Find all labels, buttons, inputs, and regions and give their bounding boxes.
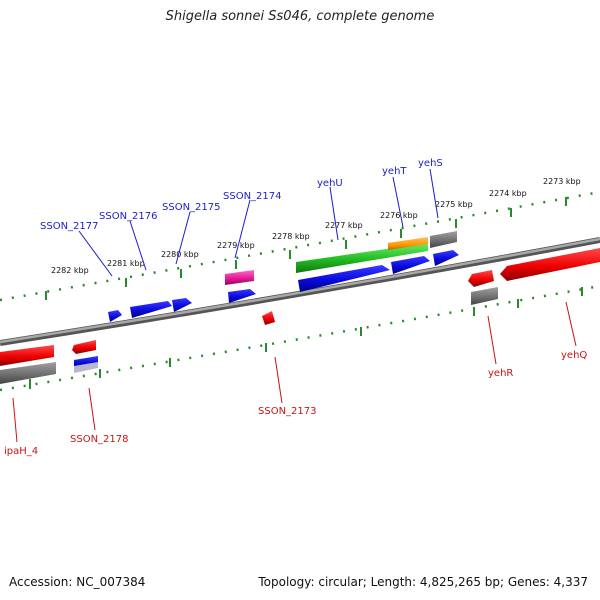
gene-arrow[interactable] [391,256,430,274]
ruler-label: 2279 kbp [217,241,255,250]
gene-arrow[interactable] [72,340,96,354]
gene-arrow[interactable] [262,311,275,325]
gene-block[interactable] [225,270,254,285]
map-title: Shigella sonnei Ss046, complete genome [165,9,435,24]
reverse-ruler [0,284,600,392]
gene-label-sson-2177[interactable]: SSON_2177 [40,221,99,232]
gene-arrow[interactable] [172,298,192,312]
gene-label-sson-2176[interactable]: SSON_2176 [99,211,158,222]
accession-text: Accession: NC_007384 [9,575,146,589]
gene-label-sson-2174[interactable]: SSON_2174 [223,191,282,202]
gene-block[interactable] [0,362,56,384]
gene-arrow[interactable] [468,270,494,287]
gene-label-ipah-4[interactable]: ipaH_4 [4,446,38,457]
gene-arrow[interactable] [298,265,390,292]
gene-block[interactable] [430,231,457,248]
ruler-label: 2282 kbp [51,266,89,275]
gene-arrow[interactable] [228,289,256,303]
gene-block[interactable] [388,237,428,250]
gene-label-yehs[interactable]: yehS [418,158,443,169]
topology-text: Topology: circular; Length: 4,825,265 bp… [258,575,588,589]
gene-arrow[interactable] [130,301,172,318]
reverse-genes [0,248,600,384]
gene-label-sson-2173[interactable]: SSON_2173 [258,406,317,417]
gene-arrow[interactable] [500,248,600,281]
reverse-ruler-ticks [29,287,583,389]
gene-label-yehq[interactable]: yehQ [561,350,587,361]
reverse-leaders [12,301,577,443]
gene-label-yehu[interactable]: yehU [317,178,343,189]
ruler-label: 2276 kbp [380,211,418,220]
forward-leaders [78,168,439,277]
gene-block[interactable] [471,287,498,305]
ruler-label: 2281 kbp [107,259,145,268]
gene-arrow[interactable] [0,345,54,366]
forward-ruler [0,190,600,302]
gene-block[interactable] [74,362,98,373]
ruler-label: 2274 kbp [489,189,527,198]
ruler-label: 2275 kbp [435,200,473,209]
gene-label-sson-2178[interactable]: SSON_2178 [70,434,129,445]
gene-arrow[interactable] [108,310,122,322]
gene-block[interactable] [296,243,428,273]
gene-label-yeht[interactable]: yehT [382,166,407,177]
ruler-label: 2277 kbp [325,221,363,230]
ruler-label: 2280 kbp [161,250,199,259]
ruler-label: 2278 kbp [272,232,310,241]
gene-label-yehr[interactable]: yehR [488,368,513,379]
ruler-label: 2273 kbp [543,177,581,186]
gene-label-sson-2175[interactable]: SSON_2175 [162,202,221,213]
genome-backbone [0,237,600,346]
gene-arrow[interactable] [433,250,459,266]
forward-genes [108,231,459,322]
forward-ruler-ticks [45,197,567,300]
